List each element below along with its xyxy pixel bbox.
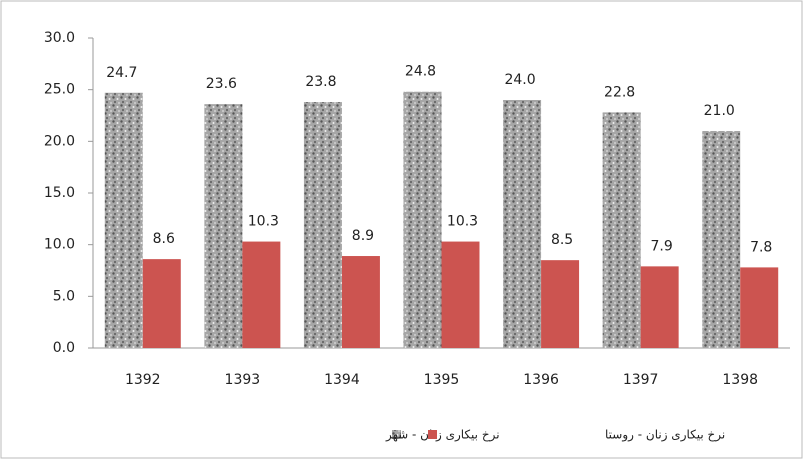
x-tick-label: 1394 [324,372,360,388]
value-label: 23.8 [305,74,336,90]
bar [740,267,779,348]
bar [104,92,143,349]
y-tick-label: 5.0 [53,288,75,304]
bar [441,241,480,348]
bar [702,131,741,348]
legend-label: نرخ بیکاری زنان - شهر [385,428,500,443]
y-tick-label: 10.0 [44,237,75,253]
value-label: 10.3 [248,214,279,230]
value-label: 22.8 [604,84,635,100]
x-tick-label: 1398 [722,372,758,388]
value-label: 23.6 [206,76,237,92]
bar [303,102,342,348]
y-tick-label: 15.0 [44,185,75,201]
value-label: 24.7 [106,65,137,81]
y-tick-label: 25.0 [44,82,75,98]
bar [142,259,181,348]
value-label: 10.3 [447,214,478,230]
value-label: 21.0 [704,103,735,119]
x-tick-label: 1393 [225,372,261,388]
y-tick-label: 20.0 [44,133,75,149]
legend-swatch [392,430,401,439]
bar [204,104,243,348]
bar [541,260,580,348]
legend-label: نرخ بیکاری زنان - روستا [605,428,725,443]
y-tick-label: 30.0 [44,30,75,46]
bar [602,112,641,349]
value-label: 8.5 [551,232,573,248]
y-tick-label: 0.0 [53,340,75,356]
x-tick-label: 1397 [623,372,659,388]
value-label: 7.9 [651,238,673,254]
bar [403,91,442,348]
x-tick-label: 1395 [424,372,460,388]
x-tick-label: 1396 [523,372,559,388]
value-label: 7.8 [750,239,772,255]
value-label: 8.9 [352,228,374,244]
x-tick-label: 1392 [125,372,161,388]
bar [640,266,679,348]
legend-swatch [428,430,437,439]
value-label: 24.0 [504,72,535,88]
bar [242,241,281,348]
value-label: 24.8 [405,64,436,80]
bar [341,256,380,348]
bar [503,100,542,348]
value-label: 8.6 [153,231,175,247]
